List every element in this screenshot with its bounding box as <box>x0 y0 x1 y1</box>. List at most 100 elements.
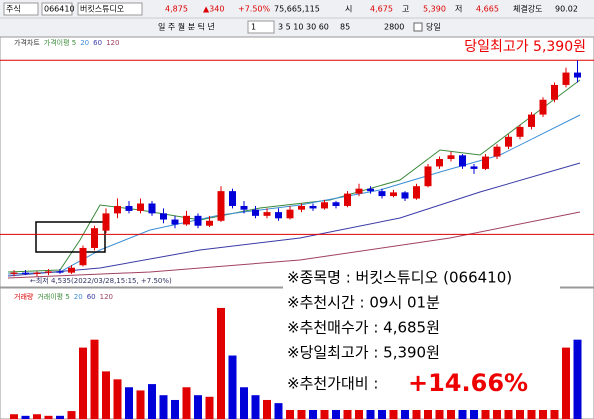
candle-body <box>447 155 455 160</box>
overlay-box <box>283 262 560 410</box>
label: 저 <box>455 5 462 14</box>
headline: 당일최고가 5,390원 <box>464 39 586 55</box>
candle-body <box>528 114 535 127</box>
candle-body <box>33 272 41 274</box>
candle-body <box>470 166 478 169</box>
ma-5 <box>7 79 581 273</box>
candle-body <box>344 193 351 206</box>
volume-bar <box>113 379 122 419</box>
name: 버킷스튜디오 <box>80 4 124 14</box>
volume-bar <box>332 406 340 419</box>
candle-body <box>493 146 501 157</box>
code[interactable]: 066410 <box>44 5 75 14</box>
candle-body <box>355 188 363 194</box>
legend-item: 60 <box>87 293 96 301</box>
gain: +14.66% <box>408 369 528 397</box>
volume-bar <box>573 339 582 419</box>
volume-bar <box>171 399 179 419</box>
candle-body <box>539 99 547 115</box>
candle-body <box>482 156 489 169</box>
volume-bar <box>251 395 260 419</box>
legend-item: 120 <box>106 39 119 47</box>
candle-body <box>56 271 64 273</box>
volume-bar <box>194 395 202 419</box>
volume-bar <box>159 395 168 419</box>
candle-body <box>171 219 179 225</box>
candle-body <box>183 215 190 225</box>
candle-body <box>125 205 133 211</box>
rate: +7.50% <box>238 5 271 14</box>
volume-bar <box>217 307 225 419</box>
legend-item: 20 <box>80 39 89 47</box>
box <box>77 2 143 16</box>
legend-item: 20 <box>74 293 83 301</box>
change: ▲340 <box>203 5 224 14</box>
ma-120 <box>7 211 581 279</box>
minutes[interactable]: 3 5 10 30 60 <box>278 23 329 32</box>
volume-bar <box>309 406 317 419</box>
volume-bar <box>228 355 237 419</box>
label: 고 <box>402 5 409 14</box>
candle-body <box>91 228 98 248</box>
candle-body <box>79 247 87 266</box>
checkbox[interactable] <box>413 22 423 32</box>
candle-body <box>22 272 29 274</box>
volume-bar <box>90 339 99 419</box>
legend-item: 거래이평 5 <box>37 292 69 301</box>
candle-body <box>229 191 236 206</box>
volume-bar <box>67 411 76 419</box>
legend-item: 가격이평 5 <box>44 38 76 47</box>
volume-bar <box>205 396 214 419</box>
candle-body <box>424 166 432 187</box>
box <box>3 2 39 16</box>
volume-bar <box>44 415 53 419</box>
label: 체결강도 <box>513 4 542 14</box>
count[interactable]: 85 <box>340 23 350 32</box>
candle-body <box>436 159 443 167</box>
candle-body <box>240 205 248 210</box>
ma-60 <box>7 162 581 277</box>
overlay-line: ※종목명 : 버킷스튜디오 (066410) <box>287 269 512 287</box>
candle-body <box>45 271 52 273</box>
candle-body <box>194 215 202 226</box>
candle-body <box>390 192 397 197</box>
candle-body <box>10 272 18 274</box>
total[interactable]: 2800 <box>384 23 404 32</box>
price-panel <box>0 36 594 288</box>
candle-body <box>309 205 317 209</box>
candle-body <box>137 203 144 211</box>
legend: 가격차트 가격이평 5 20 60 120 거래량 거래이평 5 20 60 120 <box>14 38 119 301</box>
candle-body <box>562 72 570 85</box>
volume-bar <box>240 387 248 419</box>
candle-body <box>298 205 305 210</box>
volume: 75,665,115 <box>274 5 320 14</box>
highlight-box <box>35 221 106 253</box>
volume-bar <box>102 371 110 419</box>
periods[interactable]: 일 주 월 분 틱 년 <box>158 22 215 32</box>
volume-bar <box>366 403 375 419</box>
volume-bar <box>148 384 156 419</box>
candle-body <box>459 155 466 167</box>
candle-body <box>102 213 110 231</box>
market[interactable]: 주식 <box>6 5 21 14</box>
legend-item: 거래량 <box>14 292 34 301</box>
volume-bar <box>182 387 191 419</box>
legend-item: 60 <box>93 39 102 47</box>
low: 4,665 <box>476 5 499 14</box>
box <box>247 20 275 34</box>
candle-body <box>217 191 225 221</box>
candle-body <box>551 84 558 100</box>
unit[interactable]: 1 <box>251 23 256 32</box>
volume-bar <box>562 347 570 419</box>
price: 4,875 <box>165 5 188 14</box>
candle-body <box>114 205 121 214</box>
volume-bar <box>21 415 30 419</box>
overlay-line: ※추천매수가 : 4,685원 <box>287 319 440 337</box>
candle-body <box>574 72 581 78</box>
candle-body <box>332 202 340 206</box>
candle-body <box>505 136 512 147</box>
candle-body <box>413 186 420 199</box>
today[interactable]: 당일 <box>426 22 441 32</box>
